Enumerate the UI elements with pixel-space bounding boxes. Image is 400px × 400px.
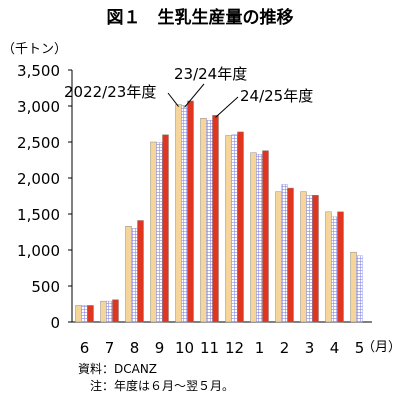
bar-2022/23年度 [150, 141, 157, 323]
bar-24/25年度 [312, 195, 319, 323]
series-label: 24/25年度 [240, 87, 313, 105]
x-tick-label: 6 [80, 339, 90, 357]
bar-2022/23年度 [300, 191, 307, 323]
bar-2022/23年度 [250, 152, 257, 323]
x-tick-label: 8 [130, 339, 140, 357]
series-label-leader [184, 83, 205, 108]
x-tick-label: 3 [305, 339, 315, 357]
source-note: 資料：DCANZ [78, 362, 158, 376]
chart-notes: 資料：DCANZ 注：年度は６月～翌５月。 [78, 361, 234, 395]
bar-23/24年度 [231, 134, 238, 323]
y-tick-label: 500 [31, 278, 60, 296]
bar-2022/23年度 [275, 191, 282, 323]
bar-23/24年度 [206, 120, 213, 323]
series-label: 23/24年度 [174, 65, 247, 83]
bar-24/25年度 [162, 134, 169, 323]
x-tick-label: 11 [200, 339, 219, 357]
x-tick-label: 10 [175, 339, 194, 357]
bar-2022/23年度 [100, 300, 107, 323]
bar-24/25年度 [237, 131, 244, 323]
x-tick-label: 4 [330, 339, 340, 357]
bar-2022/23年度 [350, 251, 357, 323]
y-tick-label: 1,500 [17, 206, 60, 224]
bar-23/24年度 [156, 142, 163, 323]
bar-23/24年度 [131, 228, 138, 323]
bar-2022/23年度 [75, 305, 82, 323]
chart-title: 図１ 生乳生産量の推移 [106, 8, 294, 28]
bar-24/25年度 [337, 211, 344, 323]
bar-24/25年度 [187, 100, 194, 323]
bar-23/24年度 [281, 184, 288, 323]
y-tick-label: 1,000 [17, 242, 60, 260]
bar-24/25年度 [212, 115, 219, 323]
bar-23/24年度 [256, 154, 263, 323]
bar-23/24年度 [331, 216, 338, 323]
bar-23/24年度 [306, 195, 313, 323]
y-tick-label: 3,000 [17, 98, 60, 116]
y-tick-label: 3,500 [17, 62, 60, 80]
bar-23/24年度 [356, 255, 363, 323]
y-tick-label: 2,000 [17, 170, 60, 188]
x-tick-label: 2 [280, 339, 290, 357]
series-label-leader [167, 92, 179, 107]
x-tick-label: 9 [155, 339, 165, 357]
bar-24/25年度 [112, 299, 119, 323]
bar-2022/23年度 [225, 135, 232, 323]
series-label: 2022/23年度 [64, 83, 156, 101]
series-label-leader [215, 96, 239, 118]
bar-2022/23年度 [175, 104, 182, 323]
bar-24/25年度 [137, 220, 144, 323]
x-tick-label: 12 [225, 339, 244, 357]
x-tick-label: 5 [355, 339, 365, 357]
x-tick-label: 1 [255, 339, 265, 357]
bar-2022/23年度 [200, 118, 207, 323]
bar-2022/23年度 [125, 226, 132, 323]
y-axis-unit-label: （千トン） [2, 42, 68, 57]
bar-24/25年度 [87, 305, 94, 323]
bar-2022/23年度 [325, 211, 332, 323]
bar-23/24年度 [81, 305, 88, 323]
bar-24/25年度 [287, 187, 294, 323]
fiscal-year-note: 注：年度は６月～翌５月。 [78, 379, 235, 393]
x-tick-label: 7 [105, 339, 115, 357]
y-tick-label: 0 [50, 314, 60, 332]
bar-24/25年度 [262, 150, 269, 323]
y-tick-label: 2,500 [17, 134, 60, 152]
bar-23/24年度 [106, 300, 113, 323]
x-axis-unit-label: （月） [362, 340, 400, 355]
bar-23/24年度 [181, 105, 188, 323]
